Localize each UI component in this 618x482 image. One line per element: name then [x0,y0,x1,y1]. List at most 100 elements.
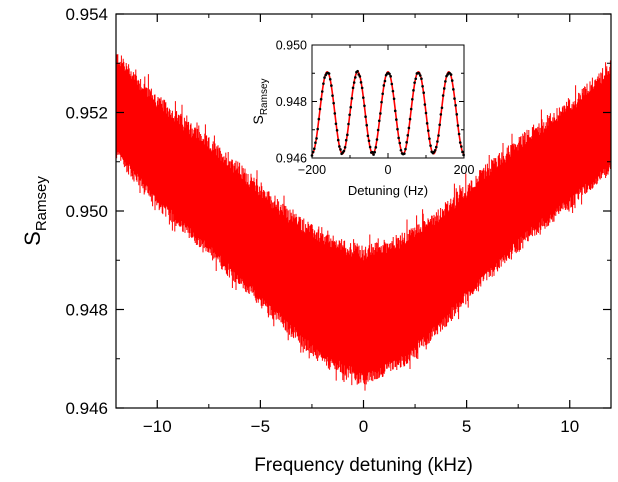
inset-data-point [417,72,421,75]
band-core [116,64,610,373]
x-axis-label: Frequency detuning (kHz) [254,455,473,476]
inset-data-point [343,146,347,149]
inset-data-point [412,89,415,92]
inset-data-point [395,118,398,121]
inset-data-point [316,127,320,131]
inset-data-point [441,94,445,97]
inset-data-point [398,141,402,145]
inset-data-point [457,132,461,136]
inset-data-point [452,88,455,91]
inset-data-point [424,111,428,115]
inset-y-axis-label-subscript: Ramsey [259,78,270,115]
x-tick-label: 10 [560,417,579,436]
inset-data-point [449,73,453,76]
x-tick-label: 5 [462,417,471,436]
inset-data-point [317,117,321,121]
inset-data-point [456,124,460,127]
inset-data-point [352,81,356,84]
inset-y-tick-label: 0.946 [276,152,307,166]
inset-data-point [437,134,440,137]
y-tick-label: 0.950 [65,202,108,221]
inset-data-point [450,79,454,82]
data-band [115,54,611,391]
inset-data-point [455,113,459,116]
inset-data-point [350,97,354,100]
inset-data-point [314,141,317,145]
inset-fit-line [311,71,465,155]
inset-y-axis-label-main: S [250,115,266,124]
inset-data-point [318,107,322,111]
inset-data-point [404,147,407,151]
inset-data-point [319,97,323,101]
inset-data-point [334,122,338,126]
inset-data-point [356,69,359,73]
inset-y-axis-label: SRamsey [250,78,270,124]
inset-data-point [391,89,395,93]
inset-data-point [333,112,337,115]
inset-data-point [421,84,424,88]
inset-data-point [454,104,457,107]
inset-y-tick-label: 0.950 [276,39,307,53]
inset-y-tick-label: 0.948 [276,95,307,109]
inset-data-point [423,103,427,106]
inset-data-point [397,136,400,140]
inset-data-point [383,79,387,83]
inset-data-point [332,101,335,105]
inset-data-point [392,97,396,101]
inset-data-point [342,149,346,153]
inset-data-point [330,84,333,87]
inset-data-point [365,123,369,127]
inset-data-point [409,107,413,111]
inset-data-point [419,74,422,77]
inset-data-point [458,141,462,144]
inset-data-point [429,144,432,147]
inset-data-point [426,129,430,132]
y-tick-label: 0.952 [65,104,108,123]
inset-data-point [366,134,370,138]
inset-data-point [315,137,318,140]
inset-data-point [439,113,443,116]
x-tick-label: −5 [251,417,270,436]
inset-data-point [434,145,438,149]
inset-data-point [406,134,410,137]
inset-data-point [407,126,411,130]
y-tick-label: 0.946 [65,399,108,418]
x-tick-label: 0 [359,417,368,436]
inset-data-point [322,82,325,85]
inset-data-point [408,117,412,121]
inset-data-point [346,133,349,137]
y-axis-label-subscript: Ramsey [33,176,50,232]
inset-x-tick-label: −200 [298,163,326,177]
inset-data-point [375,138,379,141]
inset-data-point [331,94,334,97]
inset-data-point [422,91,426,95]
inset-data-point [444,80,447,83]
inset-data-point [428,137,431,140]
inset-data-point [420,77,423,81]
inset-data-point [372,153,375,156]
inset-data-point [403,152,406,155]
inset-data-point [388,72,391,76]
inset-data-point [379,112,382,115]
inset-data-point [323,76,326,79]
y-axis-label: SRamsey [20,176,50,246]
inset-data-point [312,147,316,150]
inset-data-point [377,119,381,123]
inset-data-point [351,86,355,90]
inset-data-point [358,75,362,78]
inset-data-point [390,82,394,86]
inset-data-point [381,92,384,96]
inset-data-point [357,73,361,76]
inset-data-point [425,122,429,125]
inset-data-point [320,90,324,93]
y-axis-label-main: S [20,231,45,246]
inset-data-point [364,115,367,118]
inset-data-point [371,150,374,154]
inset-data-point [373,150,377,154]
inset-data-point [348,113,351,117]
inset-data-point [354,76,357,79]
inset-data-point [344,138,348,142]
inset-x-tick-label: 0 [385,163,392,177]
inset-data-point [393,109,397,113]
